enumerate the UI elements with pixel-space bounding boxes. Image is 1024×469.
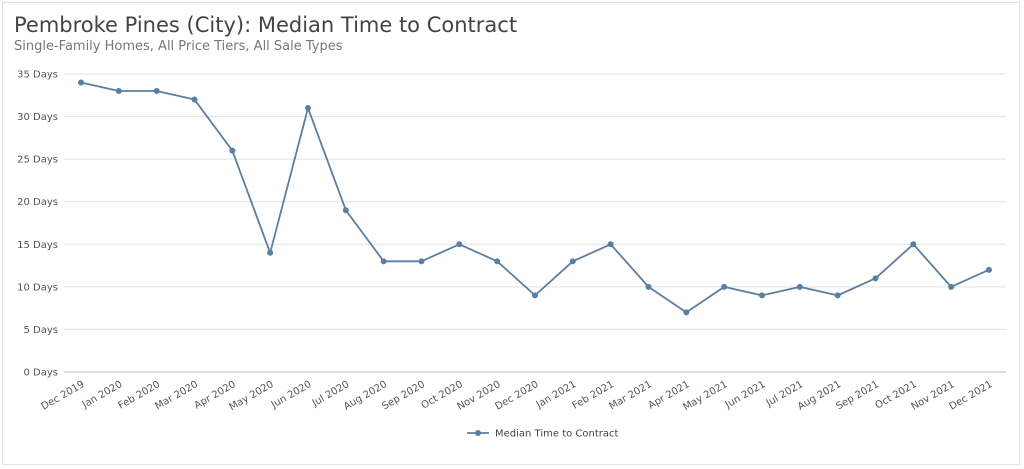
x-tick-label: Sep 2021 — [834, 379, 881, 412]
x-tick-label: Sep 2020 — [380, 379, 427, 412]
data-point[interactable] — [494, 258, 501, 265]
y-tick-label: 15 Days — [17, 240, 58, 251]
x-tick-label: Jan 2020 — [80, 379, 125, 411]
y-tick-label: 5 Days — [24, 325, 59, 336]
gridlines — [64, 73, 1006, 373]
series-layer — [78, 79, 992, 316]
data-point[interactable] — [342, 207, 349, 214]
data-point[interactable] — [191, 96, 198, 103]
legend-marker — [475, 430, 481, 436]
y-axis: 0 Days 5 Days 10 Days 15 Days 20 Days 25 Days… — [17, 70, 58, 379]
data-point[interactable] — [456, 241, 463, 248]
data-point[interactable] — [759, 292, 765, 299]
x-tick-label: Jun 2020 — [269, 379, 314, 411]
data-point[interactable] — [834, 292, 841, 299]
x-tick-label: Mar 2021 — [607, 379, 654, 412]
y-tick-label: 0 Days — [24, 368, 59, 379]
data-point[interactable] — [78, 79, 84, 86]
x-tick-label: Jun 2021 — [723, 379, 768, 411]
y-tick-label: 35 Days — [17, 70, 58, 81]
data-point[interactable] — [569, 258, 576, 265]
data-point[interactable] — [910, 241, 917, 248]
data-point[interactable] — [986, 266, 992, 273]
data-point[interactable] — [115, 88, 122, 95]
x-tick-label: Dec 2019 — [39, 379, 86, 413]
data-point[interactable] — [683, 309, 690, 316]
y-tick-label: 25 Days — [17, 155, 58, 166]
data-point[interactable] — [721, 283, 728, 290]
data-point[interactable] — [229, 147, 236, 154]
data-point[interactable] — [872, 275, 879, 282]
data-point[interactable] — [948, 283, 955, 290]
chart-title: Pembroke Pines (City): Median Time to Co… — [14, 13, 518, 37]
data-point[interactable] — [267, 249, 274, 256]
data-point[interactable] — [796, 283, 803, 290]
x-tick-label: Jan 2021 — [534, 379, 579, 411]
y-tick-label: 10 Days — [17, 282, 58, 293]
chart-subtitle: Single-Family Homes, All Price Tiers, Al… — [14, 39, 343, 54]
x-tick-label: Dec 2021 — [947, 379, 994, 413]
data-point[interactable] — [153, 88, 160, 95]
data-point[interactable] — [305, 105, 311, 112]
data-point[interactable] — [645, 283, 652, 290]
data-point[interactable] — [380, 258, 387, 265]
y-tick-label: 20 Days — [17, 197, 58, 208]
legend[interactable]: Median Time to Contract — [467, 429, 619, 440]
x-tick-label: Mar 2020 — [153, 379, 200, 412]
data-point[interactable] — [607, 241, 614, 248]
legend-label: Median Time to Contract — [495, 429, 619, 440]
data-point[interactable] — [532, 292, 538, 299]
y-tick-label: 30 Days — [17, 112, 58, 123]
data-point[interactable] — [418, 258, 425, 265]
x-tick-label: Dec 2020 — [493, 379, 540, 413]
